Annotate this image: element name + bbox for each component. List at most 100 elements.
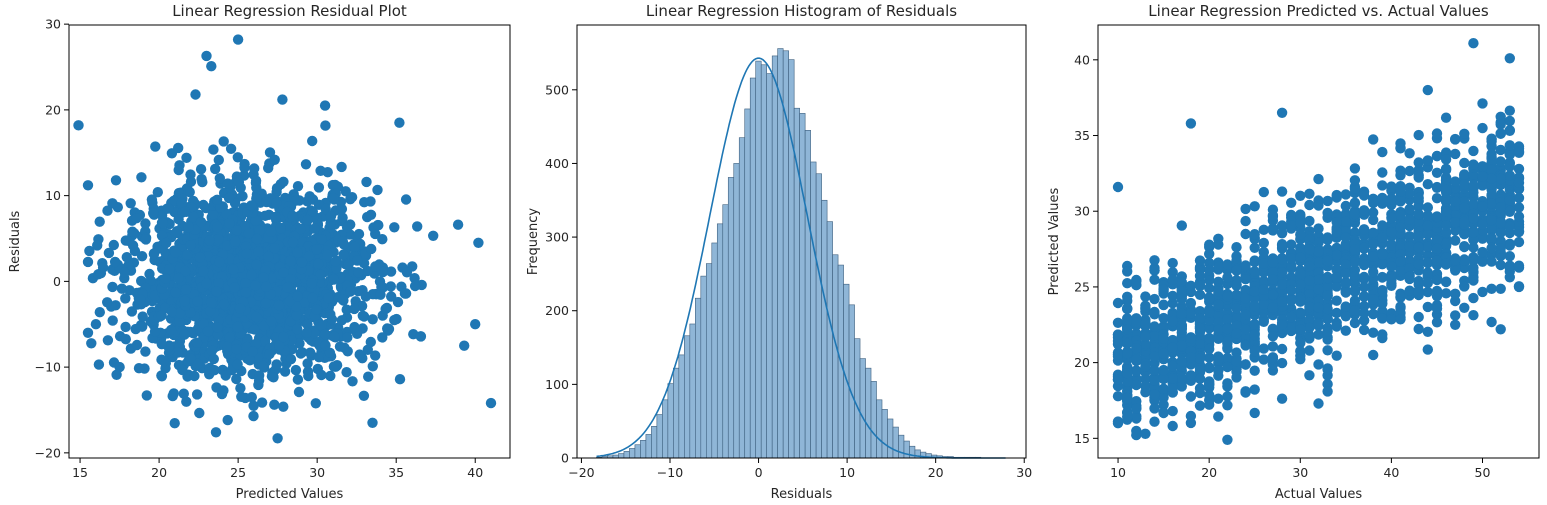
prediction-point <box>1267 225 1279 236</box>
residual-point <box>168 195 179 207</box>
prediction-point <box>1495 144 1506 156</box>
histogram-bar <box>738 137 746 459</box>
histogram-x-tick-label: 10 <box>839 465 855 480</box>
histogram-y-tick-label: 300 <box>545 230 569 245</box>
prediction-point <box>1140 331 1151 342</box>
residual-point <box>400 194 412 205</box>
prediction-point <box>1386 240 1397 251</box>
histogram-x-tick-label: −20 <box>568 465 594 480</box>
prediction-point <box>1386 212 1397 224</box>
prediction-point <box>1422 249 1434 261</box>
residual-point <box>185 240 196 251</box>
residual-point <box>357 310 368 321</box>
prediction-point <box>1468 213 1479 224</box>
prediction-point <box>1513 192 1525 204</box>
predicted-vs-actual-y-tick-label: 30 <box>1074 204 1090 219</box>
residual-point <box>179 206 191 217</box>
prediction-point <box>1349 257 1361 268</box>
prediction-point <box>1267 341 1279 352</box>
prediction-point <box>1276 357 1288 369</box>
prediction-point <box>1304 244 1315 255</box>
predicted-vs-actual-y-tick-label: 20 <box>1074 355 1090 370</box>
prediction-point <box>1176 372 1188 384</box>
histogram-bar <box>815 173 822 459</box>
prediction-point <box>1322 290 1333 301</box>
prediction-point <box>1450 148 1461 160</box>
prediction-point <box>1450 217 1461 228</box>
prediction-point <box>1295 279 1306 290</box>
prediction-point <box>1331 350 1342 361</box>
prediction-point <box>1349 317 1361 329</box>
prediction-point <box>1477 201 1488 212</box>
histogram-bar <box>876 399 883 459</box>
prediction-point <box>1450 235 1461 246</box>
residual-point <box>320 203 331 215</box>
residual-point <box>459 340 470 351</box>
prediction-point <box>1286 311 1297 323</box>
prediction-point <box>1413 287 1424 298</box>
prediction-point <box>1122 348 1133 359</box>
prediction-point <box>1422 220 1434 231</box>
histogram-bar <box>755 60 762 459</box>
histogram-bar <box>777 48 784 459</box>
prediction-point <box>1349 305 1361 316</box>
prediction-point <box>1377 313 1388 324</box>
residual-point <box>292 374 304 385</box>
residual-point <box>307 135 318 147</box>
residual-point <box>319 100 331 111</box>
histogram-bar <box>903 440 910 459</box>
residual-point <box>140 346 151 357</box>
prediction-point <box>1176 323 1188 335</box>
prediction-point <box>1313 274 1324 286</box>
prediction-point <box>1304 234 1315 245</box>
prediction-point <box>1112 329 1124 340</box>
prediction-point <box>1140 380 1151 392</box>
prediction-point <box>1149 330 1160 341</box>
residual-point <box>196 173 207 185</box>
residual-point <box>428 230 439 241</box>
residual-point <box>231 373 242 385</box>
prediction-point <box>1431 182 1443 193</box>
residual-point <box>278 331 289 343</box>
prediction-point <box>1222 291 1233 302</box>
residual-point <box>328 193 340 204</box>
prediction-point <box>1377 271 1388 283</box>
residual-point <box>102 335 114 346</box>
prediction-point <box>1304 330 1315 341</box>
residual-point <box>339 342 350 353</box>
residual-point <box>202 326 214 337</box>
prediction-point <box>1358 281 1370 293</box>
histogram-y-tick-label: 500 <box>545 82 569 97</box>
prediction-point <box>1286 321 1297 332</box>
prediction-point <box>1240 228 1251 240</box>
residual-point <box>363 371 374 382</box>
residual-point <box>311 244 323 255</box>
residual-plot-y-ticks: −20 −10 0 10 20 30 <box>35 17 69 460</box>
histogram-x-ticks: −20 −10 0 10 20 30 <box>568 458 1032 480</box>
predicted-vs-actual-x-label: Actual Values <box>1275 487 1363 502</box>
prediction-point <box>1495 243 1506 254</box>
prediction-point <box>1304 301 1315 313</box>
prediction-point <box>1213 261 1224 273</box>
residual-point <box>189 370 200 382</box>
prediction-point <box>1249 345 1260 357</box>
prediction-point <box>1304 314 1315 326</box>
prediction-point <box>1194 353 1206 364</box>
residual-point <box>195 164 207 175</box>
prediction-point <box>1386 182 1397 193</box>
prediction-point <box>1231 255 1242 266</box>
residual-point <box>260 281 272 292</box>
prediction-point <box>1468 242 1479 253</box>
prediction-point <box>1422 267 1434 278</box>
prediction-point <box>1222 361 1233 373</box>
histogram-title: Linear Regression Histogram of Residuals <box>646 2 957 20</box>
histogram-x-tick-label: 0 <box>755 465 763 480</box>
residual-point <box>239 162 250 173</box>
residual-point <box>319 328 331 340</box>
residual-point <box>195 216 207 228</box>
residual-point <box>285 354 297 365</box>
prediction-point <box>1131 411 1142 422</box>
residual-plot-panel: 15 20 25 30 35 40 −20 −10 0 10 20 30 Linear Regres… <box>8 2 511 502</box>
residual-point <box>284 295 296 307</box>
prediction-point <box>1194 365 1206 376</box>
